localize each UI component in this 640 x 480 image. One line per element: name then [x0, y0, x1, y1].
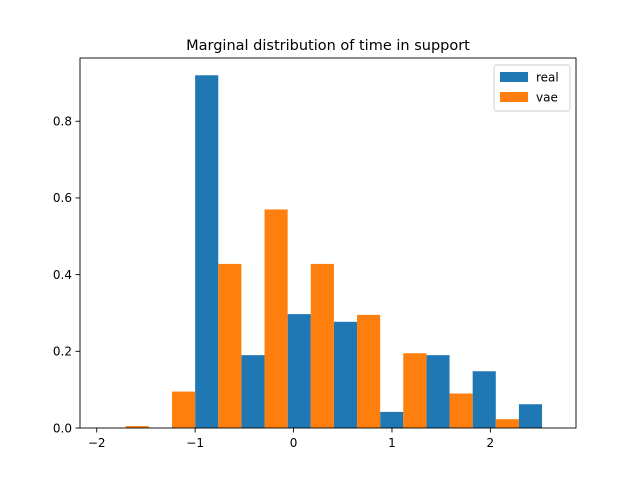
x-axis: −2 −1 0 1 2: [88, 428, 494, 450]
bar-vae-5: [357, 314, 381, 428]
bar-vae-8: [495, 419, 519, 428]
bar-real-5: [333, 321, 358, 428]
bar-vae-3: [264, 209, 288, 428]
bar-vae-4: [310, 263, 334, 428]
legend: real vae: [493, 64, 571, 112]
bar-real-3: [241, 355, 265, 428]
y-tick-label-2: 0.4: [53, 268, 72, 282]
bar-real-8: [472, 371, 496, 428]
y-tick-label-0: 0.0: [53, 421, 72, 435]
legend-swatch-vae: [500, 92, 528, 102]
x-tick-label-1: −1: [186, 436, 204, 450]
bar-real-4: [287, 314, 311, 428]
x-tick-label-0: −2: [88, 436, 106, 450]
bar-real-7: [426, 355, 450, 428]
chart-title: Marginal distribution of time in support: [186, 38, 470, 54]
bar-real-6: [380, 411, 404, 428]
bar-vae-2: [218, 263, 242, 428]
legend-label-vae: vae: [536, 91, 558, 105]
bar-real-9: [518, 404, 543, 428]
legend-label-real: real: [536, 71, 559, 85]
x-tick-label-3: 1: [388, 436, 396, 450]
y-tick-label-1: 0.2: [53, 345, 72, 359]
bar-real-2: [195, 75, 219, 429]
legend-swatch-real: [500, 72, 528, 82]
y-axis: 0.0 0.2 0.4 0.6 0.8: [53, 115, 80, 435]
plot-frame: [79, 57, 577, 429]
y-tick-label-3: 0.6: [53, 191, 72, 205]
x-tick-label-4: 2: [487, 436, 495, 450]
x-tick-label-2: 0: [290, 436, 298, 450]
bar-vae-7: [449, 393, 473, 428]
bar-vae-0: [125, 426, 149, 428]
bars: [125, 75, 543, 429]
y-tick-label-4: 0.8: [53, 115, 72, 129]
bar-vae-6: [403, 353, 427, 428]
bar-vae-1: [172, 391, 196, 428]
